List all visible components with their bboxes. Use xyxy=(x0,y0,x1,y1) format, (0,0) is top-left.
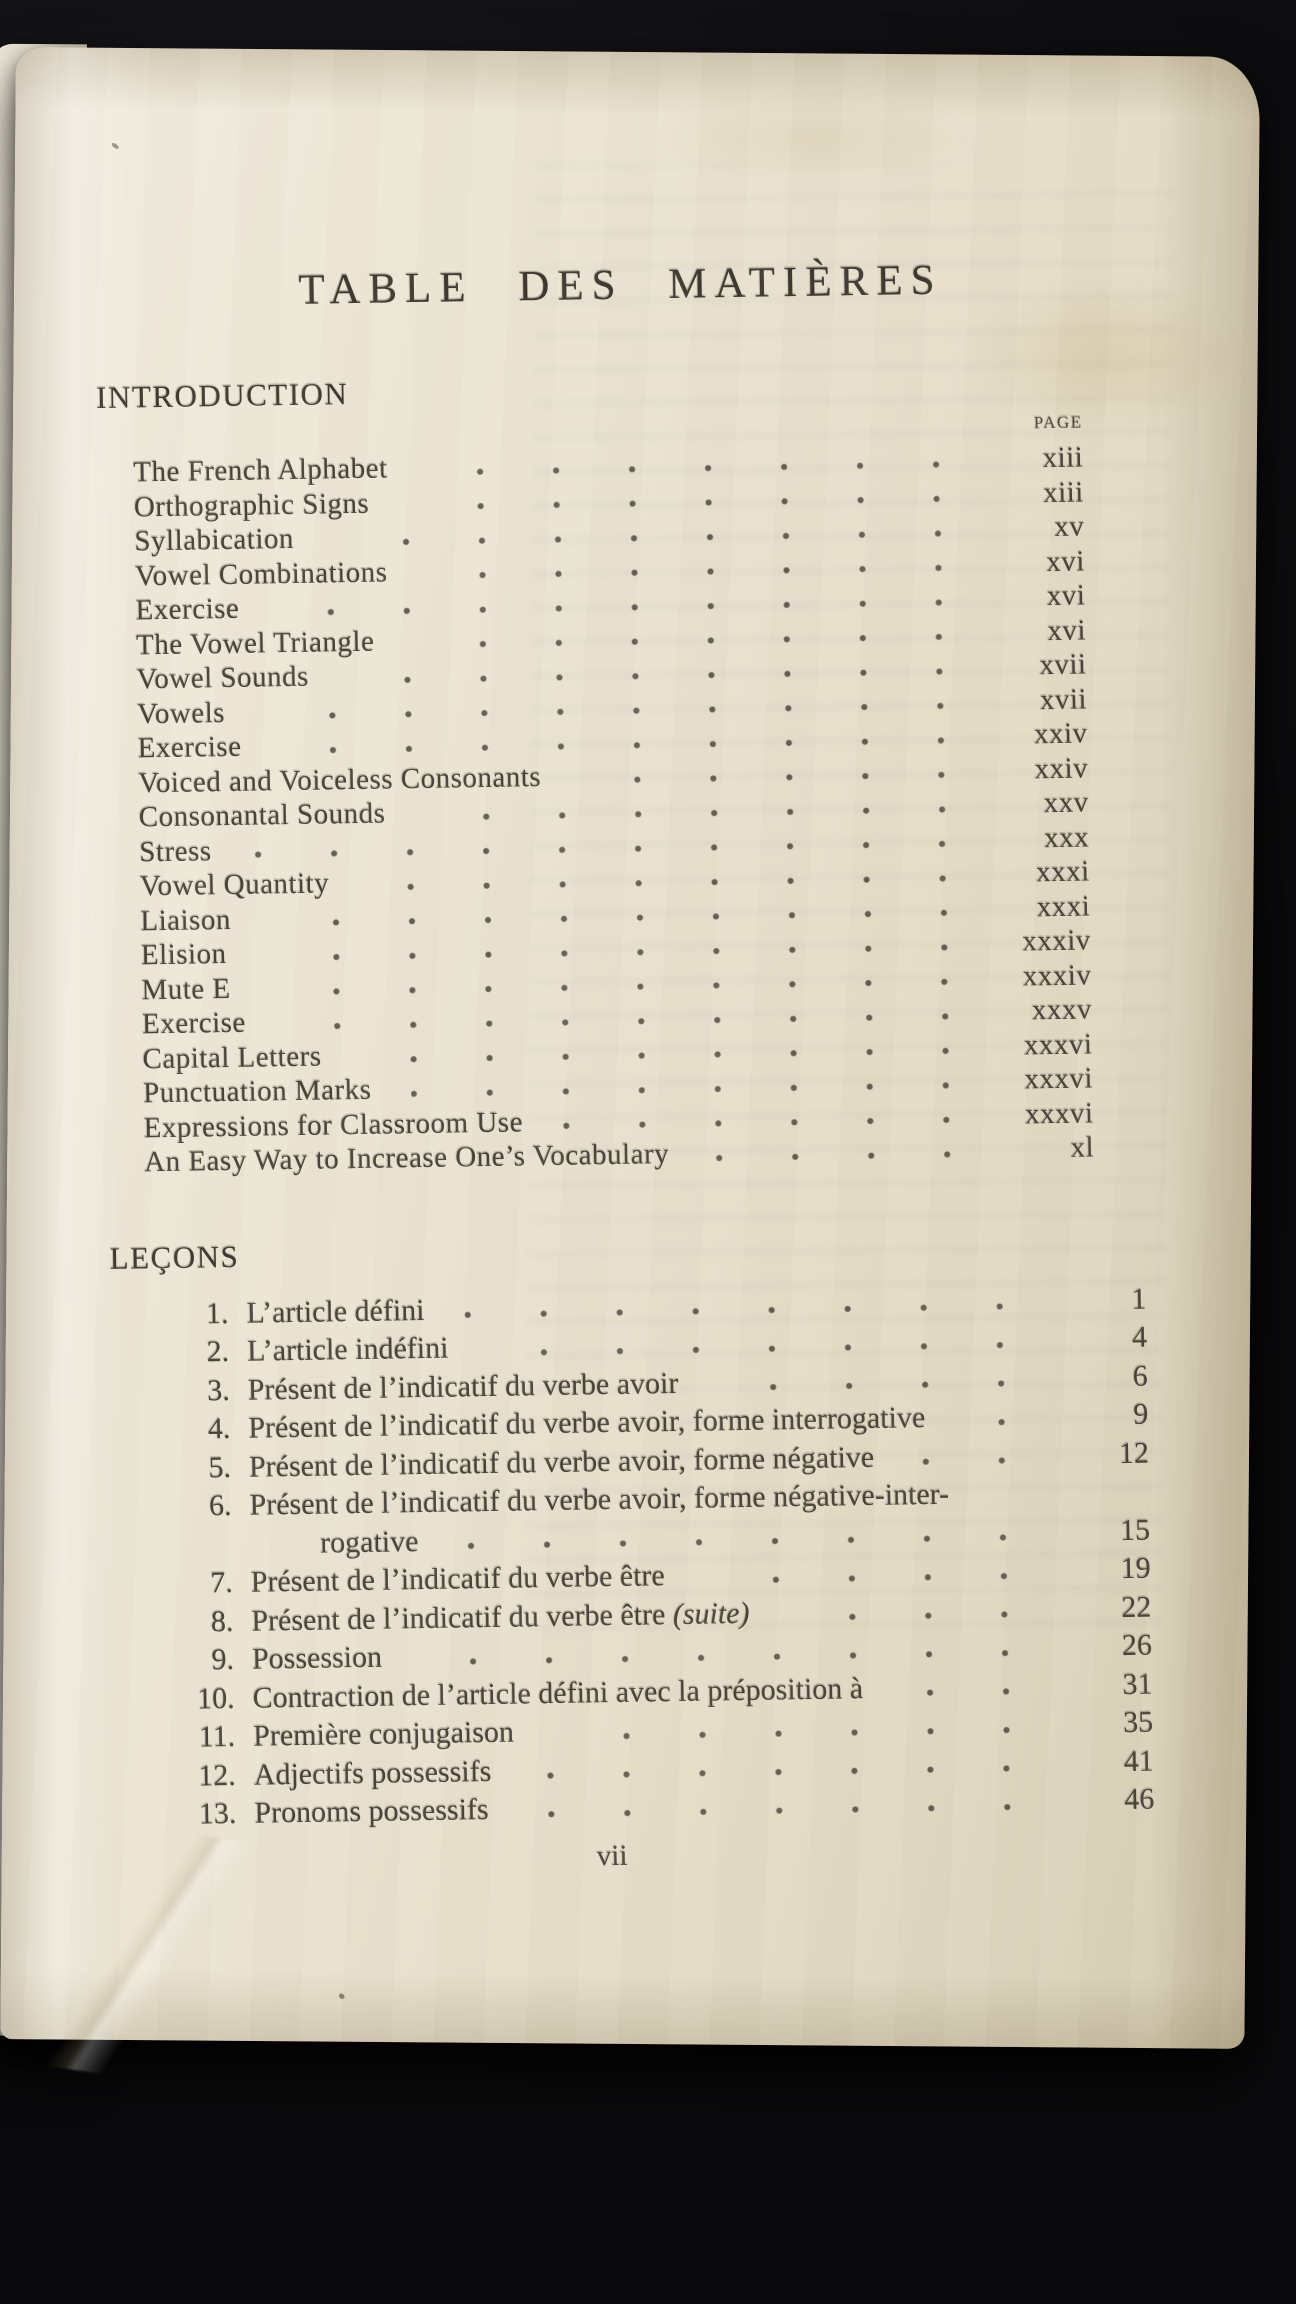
lesson-number: 12. xyxy=(198,1758,237,1793)
page-number: xxxvi xyxy=(1024,1062,1094,1096)
lecons-entries: 1. L’article défini 1 2. L’article indéfini 4… xyxy=(110,1280,1160,1835)
dot-leader xyxy=(708,1131,1011,1172)
page-number: xl xyxy=(1070,1131,1095,1164)
entry-label: Pronoms possessifs xyxy=(254,1793,489,1830)
entry-label: Présent de l’indicatif du verbe avoir xyxy=(247,1366,679,1407)
page-number: xvi xyxy=(1046,579,1086,613)
entry-label: Première conjugaison xyxy=(253,1715,515,1753)
page-number: xxxiv xyxy=(1022,924,1092,958)
dot-leader xyxy=(718,1358,1065,1403)
dot-leader xyxy=(789,1589,1068,1633)
page-content: TABLE DES MATIÈRES INTRODUCTION PAGE The… xyxy=(0,30,1271,1882)
lesson-number: 5. xyxy=(208,1450,232,1484)
lesson-number: 13. xyxy=(198,1797,237,1831)
dot-leader xyxy=(913,1435,1066,1477)
entry-label: Vowel Combinations xyxy=(134,555,388,592)
lesson-number: 9. xyxy=(211,1643,235,1677)
page-title: TABLE DES MATIÈRES xyxy=(298,256,943,314)
page-number: 15 xyxy=(1119,1513,1151,1547)
entry-label: Elision xyxy=(140,938,227,972)
page-number: xxxiv xyxy=(1022,958,1092,993)
entry-label: Possession xyxy=(251,1640,383,1676)
lesson-number: 4. xyxy=(207,1412,231,1446)
lesson-number: 8. xyxy=(210,1604,234,1638)
page-number: 35 xyxy=(1122,1705,1154,1740)
lecons-heading: LEÇONS xyxy=(109,1238,240,1276)
page-number: 31 xyxy=(1122,1667,1153,1701)
page-number: xvii xyxy=(1039,683,1088,716)
entry-label: Mute E xyxy=(141,972,231,1006)
lesson-number: 3. xyxy=(207,1373,231,1407)
dot-leader xyxy=(528,1781,1071,1829)
page-number: xv xyxy=(1054,510,1085,544)
paper-speck xyxy=(337,1992,346,2001)
page-number: 19 xyxy=(1120,1551,1152,1586)
page-number: xxv xyxy=(1043,786,1089,820)
entry-label: L’article défini xyxy=(246,1293,425,1330)
entry-label: An Easy Way to Increase One’s Vocabulary xyxy=(144,1138,670,1179)
introduction-section: INTRODUCTION PAGE The French Alphabet xii… xyxy=(96,360,1151,1181)
entry-label: L’article indéfini xyxy=(246,1331,449,1368)
page-number: xvi xyxy=(1047,614,1087,647)
page-number: 6 xyxy=(1132,1359,1148,1393)
page-number: xiii xyxy=(1042,441,1084,475)
entry-label: Punctuation Marks xyxy=(142,1073,372,1110)
page-number: xiii xyxy=(1042,476,1085,509)
page-number: xvi xyxy=(1046,545,1086,578)
entry-label: Stress xyxy=(139,834,212,868)
page-number: 9 xyxy=(1133,1397,1149,1431)
entry-label: Orthographic Signs xyxy=(133,487,370,523)
introduction-entries: The French Alphabet xiii Orthographic Sign… xyxy=(97,440,1150,1181)
page-number: xxxvi xyxy=(1024,1096,1094,1131)
lecons-section: LEÇONS 1. L’article défini 1 2. L’article in… xyxy=(109,1220,1160,1835)
entry-label: Liaison xyxy=(140,903,232,937)
entry-label-italic: (suite) xyxy=(672,1596,750,1631)
introduction-heading: INTRODUCTION xyxy=(95,376,349,416)
lesson-number: 1. xyxy=(205,1296,229,1330)
entry-label: Exercise xyxy=(141,1006,247,1041)
entry-label: Présent de l’indicatif du verbe être xyxy=(250,1559,666,1599)
entry-label: Vowel Quantity xyxy=(139,867,330,903)
entry-label: Exercise xyxy=(135,592,240,627)
page-number: xvii xyxy=(1039,648,1087,682)
page-column-label: PAGE xyxy=(1033,412,1083,433)
dot-leader xyxy=(704,1550,1068,1596)
entry-label: Syllabication xyxy=(134,522,295,558)
page-number: xxxvi xyxy=(1023,1027,1093,1062)
lesson-number: 2. xyxy=(206,1335,230,1369)
lesson-number: 11. xyxy=(198,1720,236,1754)
lesson-number: 7. xyxy=(210,1566,234,1600)
page-number: xxiv xyxy=(1034,752,1089,785)
lesson-number: 10. xyxy=(196,1681,235,1716)
page-number: xxiv xyxy=(1033,717,1088,751)
dot-leader xyxy=(902,1666,1069,1708)
page-number: 46 xyxy=(1124,1782,1155,1817)
page-number: 26 xyxy=(1121,1628,1153,1663)
page-number: xxxv xyxy=(1031,993,1093,1027)
page-number: 22 xyxy=(1121,1590,1152,1624)
page-number: 12 xyxy=(1118,1436,1150,1470)
page-number: 41 xyxy=(1123,1744,1155,1778)
entry-label: Vowels xyxy=(136,696,226,730)
page-number: xxx xyxy=(1044,820,1090,854)
entry-label: Exercise xyxy=(137,730,242,765)
entry-label: Adjectifs possessifs xyxy=(253,1754,492,1792)
entry-label: The French Alphabet xyxy=(133,452,388,489)
entry-label: Capital Letters xyxy=(142,1040,322,1075)
book-page: TABLE DES MATIÈRES INTRODUCTION PAGE The… xyxy=(0,47,1260,2095)
entry-label: Vowel Sounds xyxy=(136,660,310,696)
folio-page-number: vii xyxy=(596,1839,628,1872)
page-number: 4 xyxy=(1131,1320,1148,1354)
page-number: xxxi xyxy=(1036,889,1091,923)
lesson-number: 6. xyxy=(208,1489,232,1523)
entry-label: Consonantal Sounds xyxy=(138,797,386,834)
entry-label: rogative xyxy=(319,1524,419,1560)
page-number: 1 xyxy=(1131,1282,1147,1316)
entry-label: The Vowel Triangle xyxy=(135,625,375,661)
dot-leader xyxy=(964,1396,1065,1438)
page-number: xxxi xyxy=(1035,855,1091,889)
